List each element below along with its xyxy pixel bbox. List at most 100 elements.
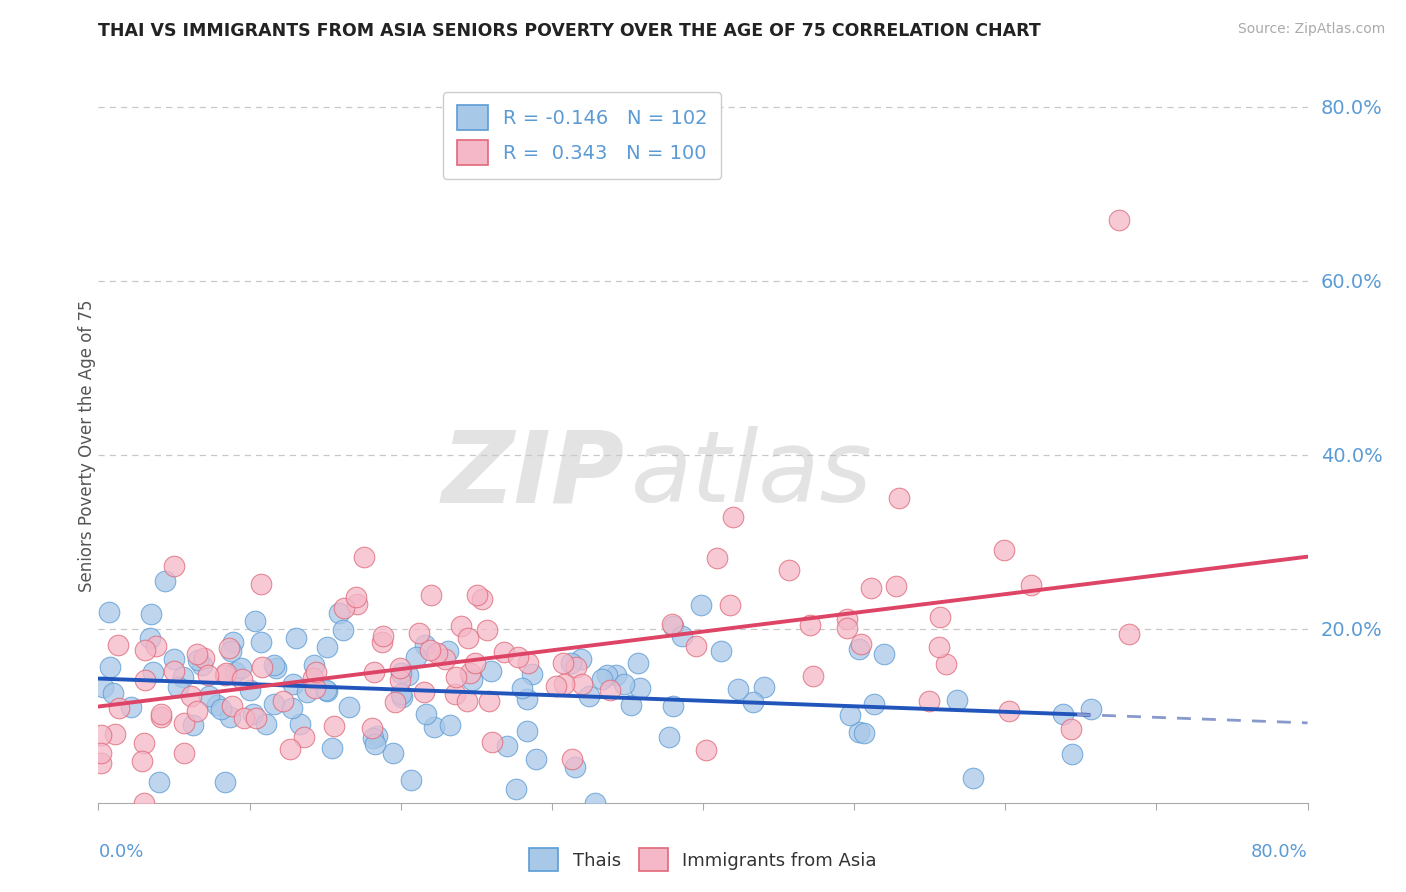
Point	[193, 651, 215, 665]
Point	[297, 685, 319, 699]
Point	[444, 670, 467, 684]
Point	[323, 719, 346, 733]
Point	[1080, 702, 1102, 716]
Point	[710, 644, 733, 658]
Point	[381, 746, 404, 760]
Point	[928, 640, 950, 655]
Point	[561, 752, 583, 766]
Point	[505, 782, 527, 797]
Point	[250, 577, 273, 591]
Point	[662, 698, 685, 713]
Point	[517, 656, 540, 670]
Point	[560, 656, 582, 670]
Point	[250, 660, 273, 674]
Point	[388, 673, 411, 687]
Point	[361, 731, 384, 745]
Point	[662, 619, 685, 633]
Point	[187, 653, 209, 667]
Point	[186, 647, 208, 661]
Point	[415, 707, 437, 722]
Point	[928, 610, 950, 624]
Point	[215, 665, 238, 680]
Point	[163, 651, 186, 665]
Point	[224, 665, 246, 680]
Point	[101, 686, 124, 700]
Point	[233, 711, 256, 725]
Point	[139, 607, 162, 622]
Point	[254, 717, 277, 731]
Point	[852, 726, 875, 740]
Point	[658, 731, 681, 745]
Point	[231, 672, 253, 686]
Point	[131, 754, 153, 768]
Point	[108, 701, 131, 715]
Point	[860, 581, 883, 595]
Point	[599, 683, 621, 698]
Point	[366, 729, 388, 743]
Point	[596, 668, 619, 682]
Point	[107, 638, 129, 652]
Point	[145, 639, 167, 653]
Point	[508, 650, 530, 665]
Point	[163, 559, 186, 574]
Point	[516, 724, 538, 739]
Point	[321, 741, 343, 756]
Point	[526, 751, 548, 765]
Point	[328, 607, 350, 621]
Point	[419, 643, 441, 657]
Point	[221, 698, 243, 713]
Point	[838, 707, 860, 722]
Point	[242, 707, 264, 722]
Text: atlas: atlas	[630, 426, 872, 523]
Point	[120, 699, 142, 714]
Point	[284, 631, 307, 645]
Text: Source: ZipAtlas.com: Source: ZipAtlas.com	[1237, 22, 1385, 37]
Point	[353, 549, 375, 564]
Point	[181, 717, 204, 731]
Point	[316, 640, 339, 654]
Point	[849, 637, 872, 651]
Point	[90, 728, 112, 742]
Point	[263, 658, 285, 673]
Point	[1060, 723, 1083, 737]
Point	[889, 491, 911, 506]
Point	[620, 698, 643, 712]
Point	[627, 656, 650, 670]
Point	[1052, 706, 1074, 721]
Point	[198, 689, 221, 703]
Point	[315, 684, 337, 698]
Point	[799, 617, 821, 632]
Point	[778, 564, 800, 578]
Point	[741, 695, 763, 709]
Point	[214, 774, 236, 789]
Point	[862, 698, 884, 712]
Point	[148, 775, 170, 789]
Point	[551, 657, 574, 671]
Point	[173, 716, 195, 731]
Point	[283, 677, 305, 691]
Point	[239, 682, 262, 697]
Point	[408, 626, 430, 640]
Point	[690, 598, 713, 612]
Point	[263, 697, 285, 711]
Point	[142, 665, 165, 680]
Point	[464, 656, 486, 670]
Point	[1062, 747, 1084, 761]
Point	[1019, 578, 1042, 592]
Text: ZIP: ZIP	[441, 426, 624, 523]
Point	[848, 642, 870, 657]
Point	[848, 724, 870, 739]
Text: THAI VS IMMIGRANTS FROM ASIA SENIORS POVERTY OVER THE AGE OF 75 CORRELATION CHAR: THAI VS IMMIGRANTS FROM ASIA SENIORS POV…	[98, 22, 1042, 40]
Point	[444, 687, 467, 701]
Point	[271, 694, 294, 708]
Point	[801, 669, 824, 683]
Point	[219, 710, 242, 724]
Text: 80.0%: 80.0%	[1251, 843, 1308, 861]
Point	[134, 673, 156, 687]
Point	[405, 649, 427, 664]
Point	[360, 721, 382, 735]
Point	[93, 680, 115, 694]
Point	[423, 720, 446, 734]
Point	[918, 694, 941, 708]
Point	[544, 679, 567, 693]
